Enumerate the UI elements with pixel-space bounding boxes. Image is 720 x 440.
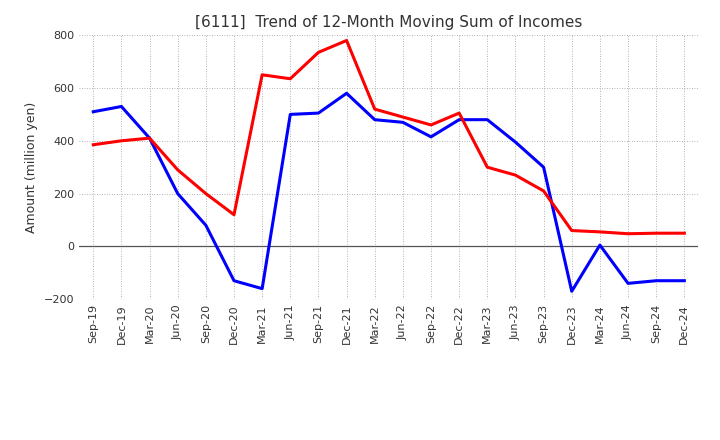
Ordinary Income xyxy=(455,117,464,122)
Ordinary Income xyxy=(567,289,576,294)
Ordinary Income xyxy=(624,281,632,286)
Net Income xyxy=(230,212,238,217)
Net Income xyxy=(145,136,154,141)
Net Income xyxy=(455,110,464,116)
Net Income xyxy=(680,231,688,236)
Net Income xyxy=(567,228,576,233)
Ordinary Income xyxy=(117,104,126,109)
Net Income xyxy=(652,231,660,236)
Ordinary Income xyxy=(202,223,210,228)
Ordinary Income xyxy=(258,286,266,291)
Line: Ordinary Income: Ordinary Income xyxy=(94,93,684,291)
Ordinary Income xyxy=(539,165,548,170)
Net Income xyxy=(202,191,210,196)
Ordinary Income xyxy=(511,139,520,145)
Net Income xyxy=(539,188,548,194)
Net Income xyxy=(511,172,520,178)
Net Income xyxy=(89,142,98,147)
Ordinary Income xyxy=(483,117,492,122)
Ordinary Income xyxy=(230,278,238,283)
Ordinary Income xyxy=(145,136,154,141)
Net Income xyxy=(174,167,182,172)
Y-axis label: Amount (million yen): Amount (million yen) xyxy=(25,102,38,233)
Net Income xyxy=(370,106,379,112)
Net Income xyxy=(314,50,323,55)
Net Income xyxy=(117,138,126,143)
Ordinary Income xyxy=(342,91,351,96)
Net Income xyxy=(624,231,632,236)
Net Income xyxy=(399,114,408,120)
Ordinary Income xyxy=(89,109,98,114)
Ordinary Income xyxy=(427,134,436,139)
Ordinary Income xyxy=(370,117,379,122)
Net Income xyxy=(483,165,492,170)
Ordinary Income xyxy=(399,120,408,125)
Ordinary Income xyxy=(652,278,660,283)
Line: Net Income: Net Income xyxy=(94,40,684,234)
Ordinary Income xyxy=(595,242,604,248)
Ordinary Income xyxy=(286,112,294,117)
Net Income xyxy=(427,122,436,128)
Ordinary Income xyxy=(174,191,182,196)
Net Income xyxy=(595,229,604,235)
Ordinary Income xyxy=(314,110,323,116)
Net Income xyxy=(258,72,266,77)
Net Income xyxy=(342,38,351,43)
Title: [6111]  Trend of 12-Month Moving Sum of Incomes: [6111] Trend of 12-Month Moving Sum of I… xyxy=(195,15,582,30)
Ordinary Income xyxy=(680,278,688,283)
Net Income xyxy=(286,76,294,81)
